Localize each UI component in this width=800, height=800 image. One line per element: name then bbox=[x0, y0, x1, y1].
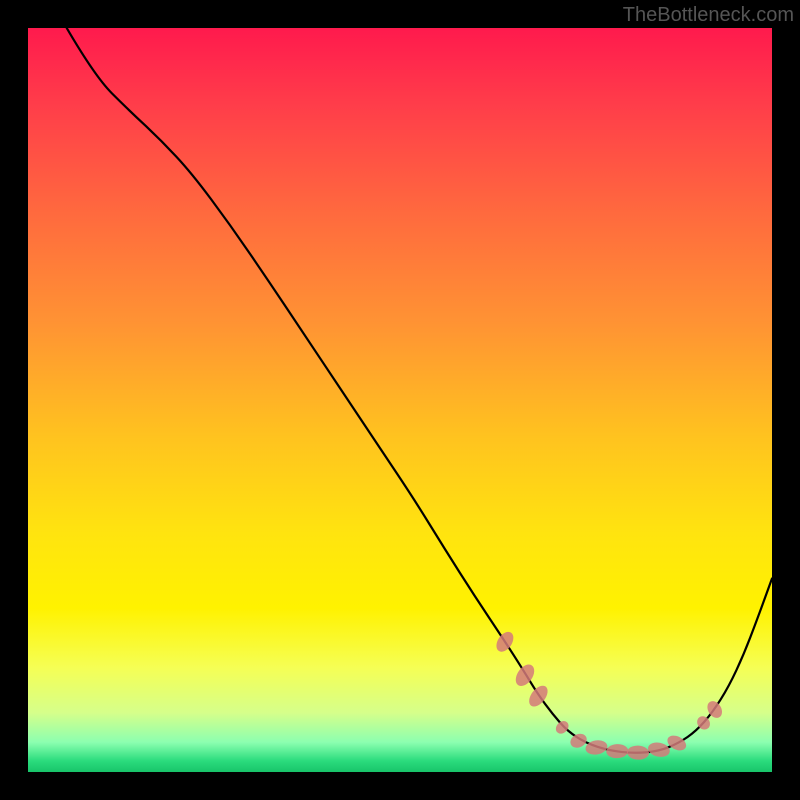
curve-beads-group bbox=[493, 629, 725, 760]
curve-bead bbox=[493, 629, 517, 655]
curve-bead bbox=[584, 739, 608, 757]
curve-bead bbox=[553, 719, 571, 737]
curve-bead bbox=[647, 741, 671, 759]
plot-area bbox=[28, 28, 772, 772]
curve-line bbox=[67, 28, 772, 753]
curve-layer bbox=[28, 28, 772, 772]
curve-bead bbox=[606, 744, 629, 759]
curve-bead bbox=[627, 745, 650, 760]
curve-bead bbox=[512, 661, 538, 689]
watermark-text: TheBottleneck.com bbox=[623, 4, 794, 27]
